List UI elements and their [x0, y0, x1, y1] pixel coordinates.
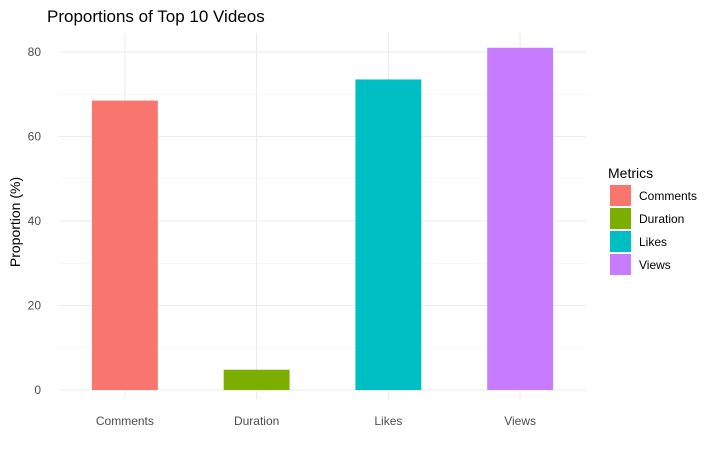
legend-key-comments	[610, 185, 631, 206]
x-tick-label: Duration	[234, 414, 279, 428]
y-tick-label: 20	[28, 299, 42, 313]
y-tick-label: 60	[28, 130, 42, 144]
legend-key-views	[610, 254, 631, 275]
y-axis-ticks: 0 20 40 60 80	[28, 45, 42, 397]
legend-label: Duration	[639, 212, 684, 226]
bar-views	[487, 47, 554, 391]
bars	[91, 47, 554, 391]
chart-title: Proportions of Top 10 Videos	[47, 7, 265, 26]
legend-label: Comments	[639, 189, 697, 203]
x-tick-label: Comments	[96, 414, 154, 428]
legend-label: Views	[639, 258, 671, 272]
legend-title: Metrics	[608, 165, 653, 181]
x-tick-label: Views	[504, 414, 536, 428]
bar-comments	[91, 100, 158, 391]
y-tick-label: 0	[34, 383, 41, 397]
bar-duration	[223, 369, 290, 390]
x-axis-ticks: Comments Duration Likes Views	[96, 414, 536, 428]
legend-label: Likes	[639, 235, 667, 249]
y-axis-title: Proportion (%)	[7, 177, 23, 267]
x-tick-label: Likes	[374, 414, 402, 428]
legend-key-likes	[610, 231, 631, 252]
y-tick-label: 40	[28, 214, 42, 228]
legend: Metrics Comments Duration Likes Views	[608, 165, 697, 275]
legend-key-duration	[610, 208, 631, 229]
bar-likes	[355, 79, 422, 391]
y-tick-label: 80	[28, 45, 42, 59]
